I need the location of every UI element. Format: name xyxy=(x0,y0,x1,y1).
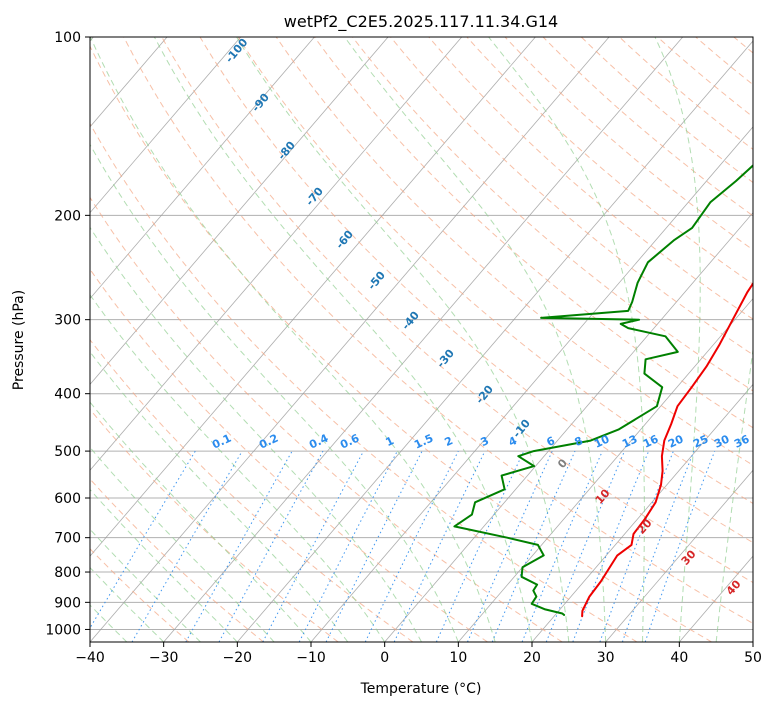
moist-adiabat-line xyxy=(90,401,312,642)
dry-adiabat-line xyxy=(428,37,753,320)
background-lines xyxy=(90,37,753,642)
temperature-profile-line xyxy=(581,281,753,618)
moist-adiabat-line xyxy=(654,37,701,642)
isotherm-line xyxy=(90,37,389,386)
moist-adiabat-line xyxy=(153,37,533,642)
y-tick-label: 200 xyxy=(54,208,81,224)
moist-adiabat-line xyxy=(90,488,238,642)
y-axis: 1000 900 800 700 600 500 400 300 200 100 xyxy=(45,30,90,638)
y-tick-label: 800 xyxy=(54,565,81,581)
y-tick-label: 100 xyxy=(54,30,81,46)
y-axis-label: Pressure (hPa) xyxy=(11,290,27,390)
isotherm-line xyxy=(163,37,684,642)
moist-adiabat-line xyxy=(90,226,422,642)
dry-adiabat-line xyxy=(390,37,753,356)
dry-adiabat-line xyxy=(90,122,638,642)
mixing-ratio-line xyxy=(90,450,196,630)
x-tick-label: 10 xyxy=(449,650,467,666)
isotherm-line xyxy=(90,37,463,471)
y-tick-label: 700 xyxy=(54,531,81,547)
dry-adiabat-line xyxy=(237,37,753,505)
mixing-ratio-label: 10 xyxy=(592,432,612,450)
dry-adiabat-line xyxy=(352,37,753,392)
dry-adiabat-line xyxy=(90,478,264,642)
mixing-ratio-label: 30 xyxy=(712,432,732,450)
dry-adiabat-line xyxy=(275,37,753,466)
x-tick-label: −40 xyxy=(75,650,105,666)
x-tick-label: −30 xyxy=(149,650,179,666)
moist-adiabat-line xyxy=(344,37,607,642)
x-tick-label: −20 xyxy=(223,650,253,666)
dry-adiabat-line xyxy=(90,45,712,642)
y-tick-label: 900 xyxy=(54,595,81,611)
moist-adiabat-line xyxy=(90,143,459,642)
isotherm-line xyxy=(90,37,536,557)
dry-adiabat-line xyxy=(313,37,753,429)
x-tick-label: 50 xyxy=(744,650,762,666)
x-axis: −40 −30 −20 −10 0 10 20 30 40 50 xyxy=(75,642,762,666)
mixing-ratio-line xyxy=(364,450,459,642)
moist-adiabat-line xyxy=(90,351,349,642)
x-tick-label: 40 xyxy=(670,650,688,666)
mixing-ratio-line xyxy=(572,450,650,642)
moist-adiabat-line xyxy=(236,37,570,642)
mixing-ratio-line xyxy=(185,450,293,642)
y-tick-label: 500 xyxy=(54,444,81,460)
mixing-ratio-line xyxy=(435,450,525,642)
isotherm-line xyxy=(90,37,242,214)
mixing-ratio-line xyxy=(393,450,486,642)
moist-adiabat-line xyxy=(90,566,165,642)
isotherm-line xyxy=(310,126,753,642)
isotherm-line xyxy=(605,469,753,642)
mixing-ratio-line xyxy=(545,450,625,642)
moist-adiabat-line xyxy=(488,37,645,642)
dry-adiabat-line xyxy=(90,338,414,642)
moist-adiabat-line xyxy=(90,446,275,642)
mixing-ratio-label: 25 xyxy=(691,432,710,450)
y-tick-label: 1000 xyxy=(45,622,81,638)
dry-adiabat-line xyxy=(619,37,753,151)
mixing-ratio-line xyxy=(467,450,553,642)
y-tick-label: 400 xyxy=(54,387,81,403)
dry-adiabat-line xyxy=(161,37,753,584)
moist-adiabat-line xyxy=(90,528,201,642)
dry-adiabat-line xyxy=(123,37,753,624)
y-tick-label: 600 xyxy=(54,491,81,507)
chart-title: wetPf2_C2E5.2025.117.11.34.G14 xyxy=(284,12,558,32)
x-tick-label: 0 xyxy=(380,650,389,666)
isotherm-line xyxy=(752,641,753,642)
isotherm-line xyxy=(237,40,753,642)
profile-lines xyxy=(453,164,753,618)
isotherm-line xyxy=(384,212,753,642)
x-tick-label: 20 xyxy=(523,650,541,666)
mixing-ratio-label: 20 xyxy=(666,432,686,450)
x-tick-label: 30 xyxy=(597,650,615,666)
y-tick-label: 300 xyxy=(54,313,81,329)
dry-adiabat-line xyxy=(542,37,753,217)
dry-adiabat-line xyxy=(580,37,753,184)
isotherm-line xyxy=(458,297,753,642)
mixing-ratio-line xyxy=(521,450,603,642)
mixing-ratio-label: 36 xyxy=(732,432,752,450)
moist-adiabat-line xyxy=(90,294,386,642)
mixing-ratio-line xyxy=(131,450,243,642)
x-tick-label: −10 xyxy=(296,650,326,666)
mixing-ratio-label: 16 xyxy=(641,432,661,450)
mixing-ratio-label: 13 xyxy=(620,432,639,450)
moist-adiabat-line xyxy=(90,37,496,642)
isotherm-line xyxy=(531,383,753,642)
mixing-ratio-line xyxy=(491,450,576,642)
moist-adiabat-line xyxy=(715,346,753,642)
line-labels: -100-90-80-70-60-50-40-30-20-10010203040… xyxy=(210,36,752,598)
dewpoint-profile-line xyxy=(453,164,753,616)
plot-frame xyxy=(89,36,754,643)
plot-area xyxy=(90,37,753,642)
dry-adiabat-line xyxy=(199,37,753,544)
mixing-ratio-line xyxy=(218,450,324,642)
isotherm-line xyxy=(90,37,315,300)
x-axis-label: Temperature (°C) xyxy=(360,681,482,697)
